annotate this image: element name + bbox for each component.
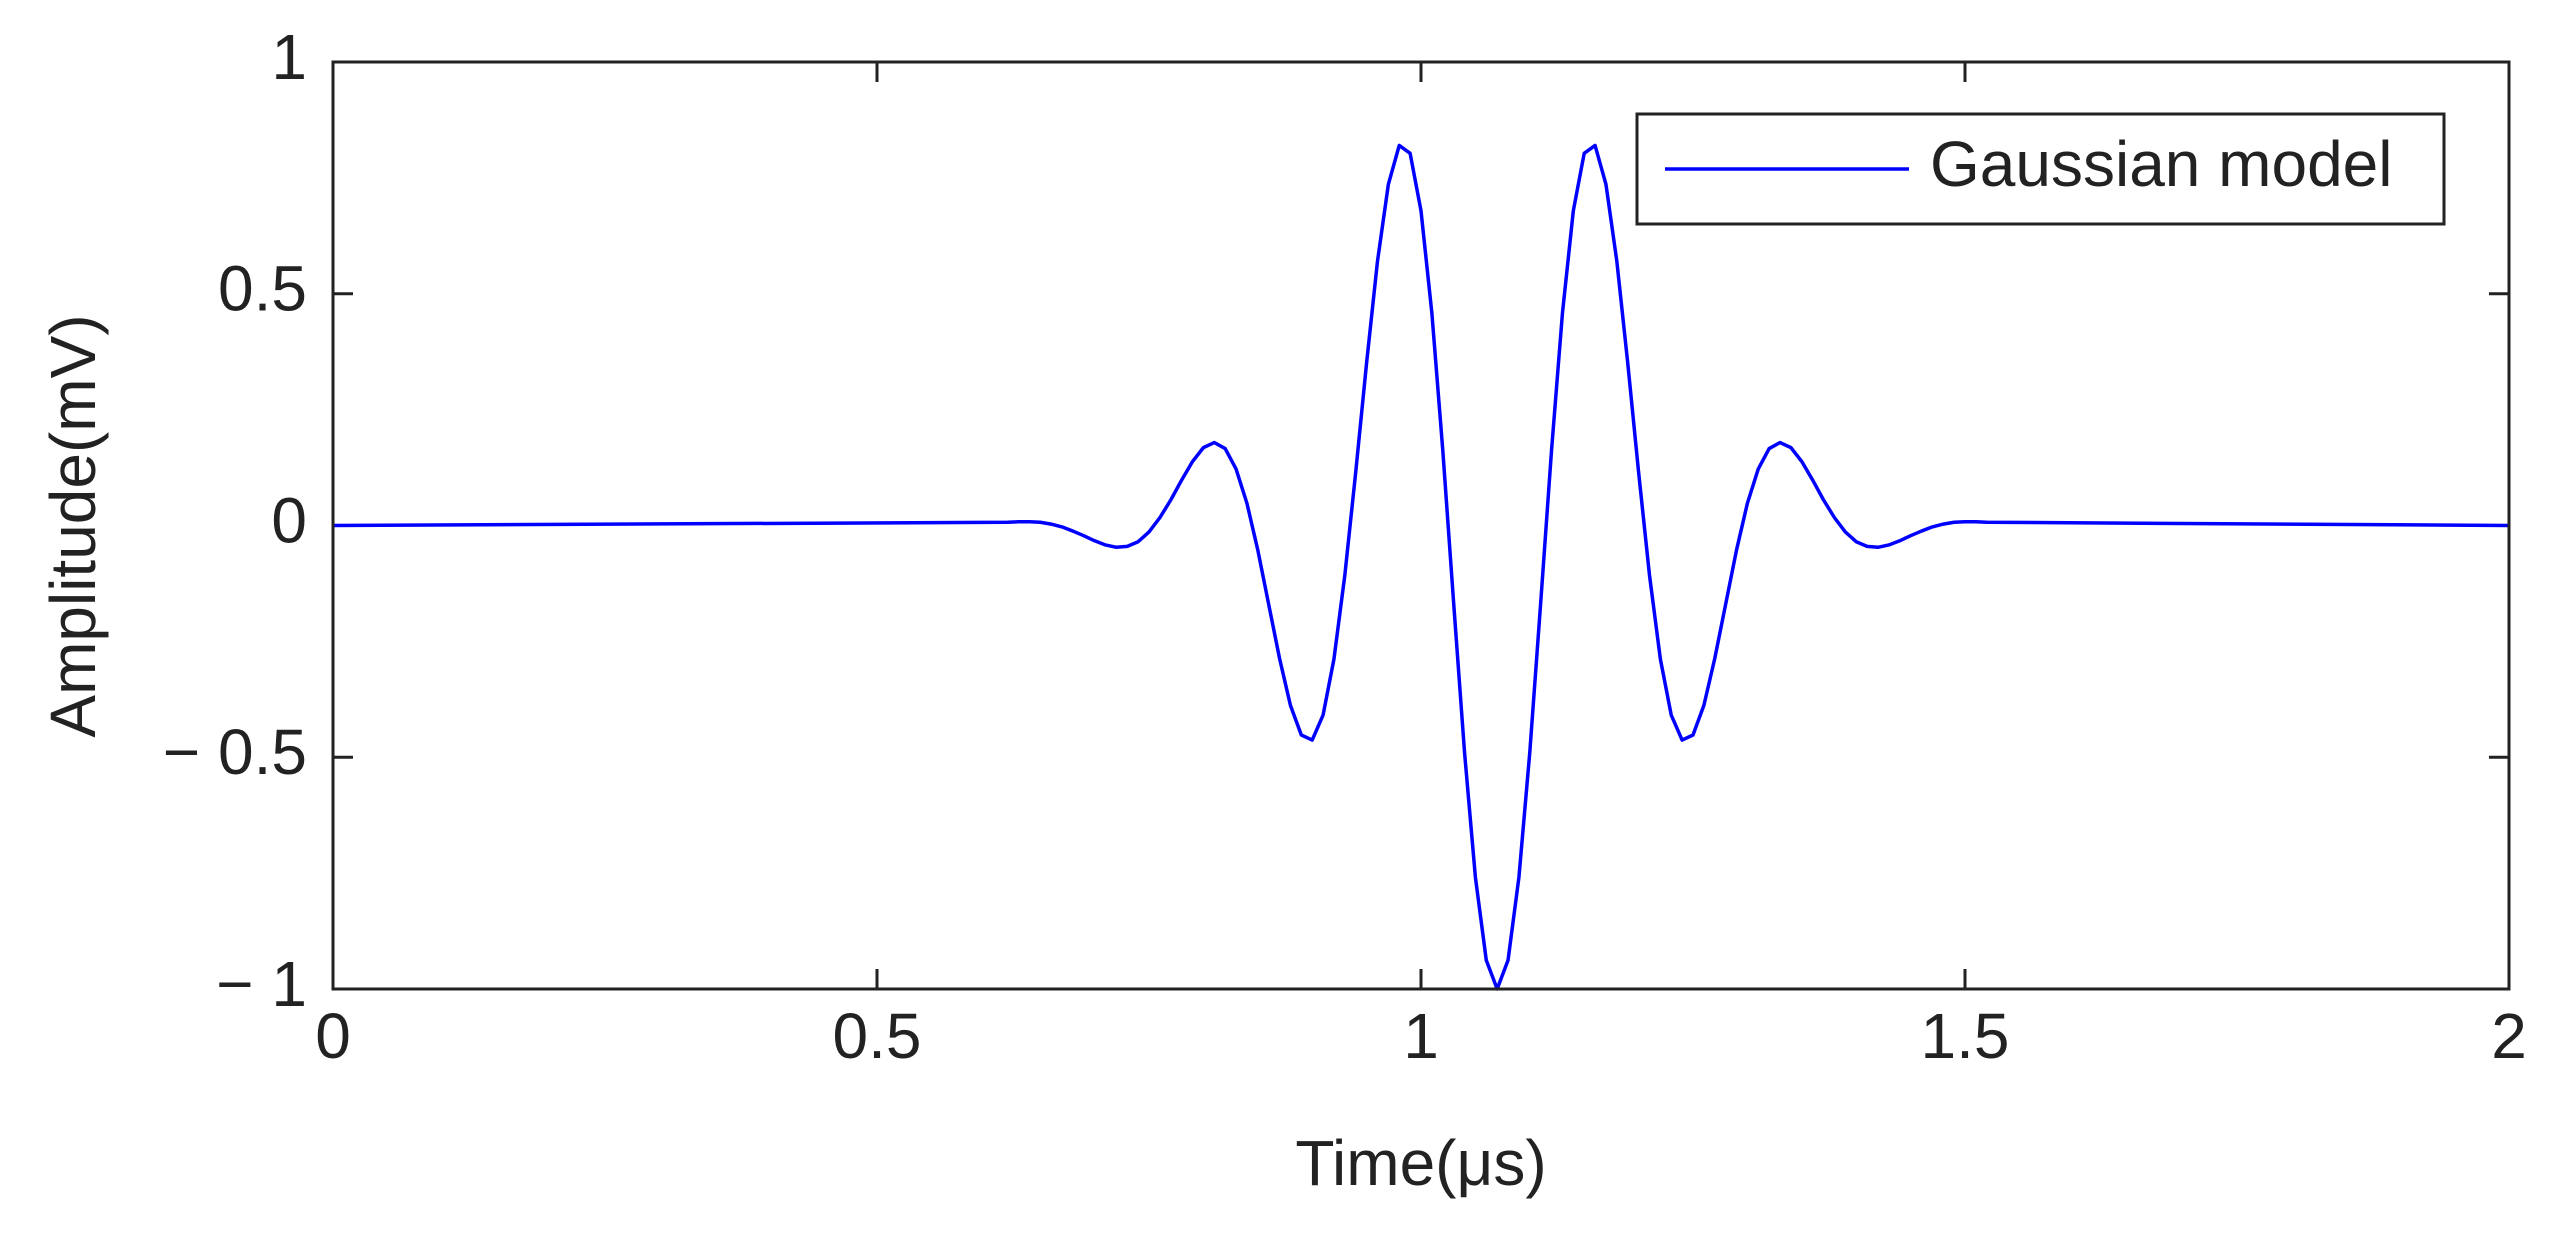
y-tick-label: 0	[271, 484, 307, 556]
x-tick-label: 2	[2491, 1000, 2527, 1072]
legend-label: Gaussian model	[1930, 128, 2392, 200]
x-tick-label: 1	[1403, 1000, 1439, 1072]
x-tick-label: 1.5	[1921, 1000, 2010, 1072]
x-axis-label: Time(μs)	[1295, 1127, 1546, 1199]
x-tick-label: 0	[315, 1000, 351, 1072]
y-tick-label: 0.5	[218, 253, 307, 325]
y-tick-label: − 1	[216, 948, 307, 1020]
axes-box	[331, 60, 2511, 991]
x-tick-label: 0.5	[833, 1000, 922, 1072]
y-axis-label: Amplitude(mV)	[37, 314, 109, 737]
y-tick-label: 1	[271, 21, 307, 93]
y-tick-label: − 0.5	[163, 716, 307, 788]
